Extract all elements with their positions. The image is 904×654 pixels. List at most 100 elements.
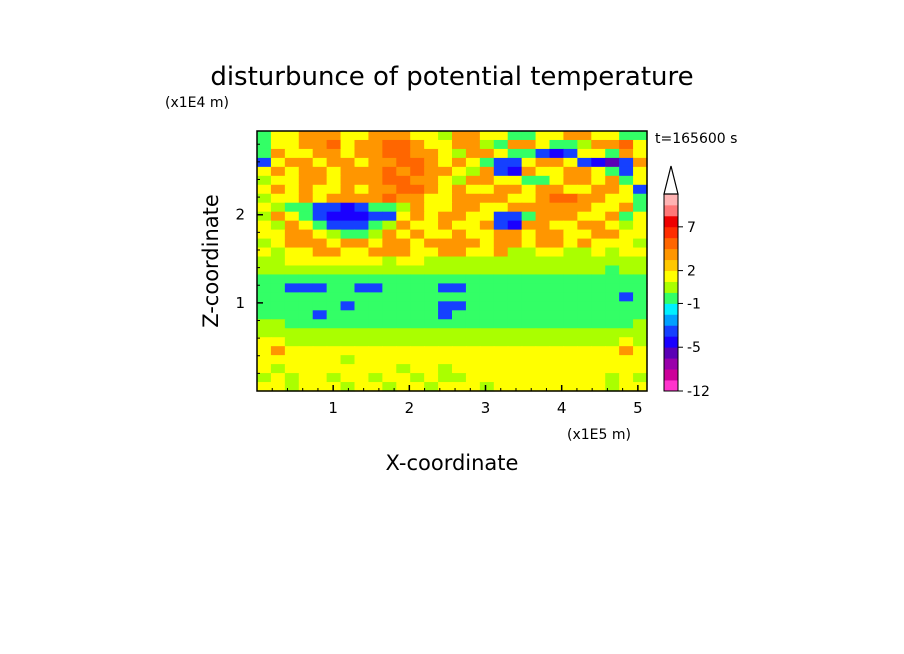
field-cell <box>298 256 314 267</box>
field-cell <box>396 220 411 231</box>
field-cell <box>257 346 272 356</box>
field-cell <box>452 337 467 347</box>
field-cell <box>535 202 551 213</box>
field-cell <box>535 310 551 320</box>
field-cell <box>354 131 370 141</box>
field-cell <box>257 274 272 285</box>
field-cell <box>633 139 648 150</box>
field-cell <box>591 382 606 392</box>
field-cell <box>465 247 481 258</box>
field-cell <box>619 202 634 213</box>
field-cell <box>591 346 606 356</box>
field-cell <box>340 157 356 168</box>
field-cell <box>605 211 620 222</box>
field-cell <box>438 211 453 222</box>
field-cell <box>270 346 286 356</box>
field-cell <box>298 310 314 320</box>
field-cell <box>521 346 537 356</box>
field-cell <box>257 193 272 204</box>
field-cell <box>424 193 439 204</box>
field-cell <box>577 310 592 320</box>
field-cell <box>479 175 495 186</box>
field-cell <box>312 238 328 249</box>
field-cell <box>396 256 411 267</box>
field-cell <box>368 139 383 150</box>
field-cell <box>438 310 453 320</box>
field-cell <box>577 355 592 365</box>
field-cell <box>284 319 300 329</box>
field-cell <box>452 301 467 311</box>
field-cell <box>270 292 286 302</box>
field-cell <box>479 193 495 204</box>
colorbar-tick-label: -1 <box>687 296 701 312</box>
field-cell <box>521 382 537 392</box>
field-cell <box>354 139 370 150</box>
field-cell <box>424 301 439 311</box>
colorbar-extend-arrow <box>663 165 679 195</box>
field-cell <box>605 139 620 150</box>
field-cell <box>493 229 509 240</box>
field-cell <box>382 319 397 329</box>
field-cell <box>368 157 383 168</box>
field-cell <box>424 202 439 213</box>
field-cell <box>535 139 551 150</box>
field-cell <box>298 355 314 365</box>
field-cell <box>591 166 606 177</box>
field-cell <box>326 139 342 150</box>
field-cell <box>605 166 620 177</box>
field-cell <box>382 337 397 347</box>
field-cell <box>521 166 537 177</box>
field-cell <box>410 131 425 141</box>
field-cell <box>368 256 383 267</box>
field-cell <box>396 166 411 177</box>
field-cell <box>479 373 495 383</box>
field-cell <box>298 328 314 338</box>
field-cell <box>270 131 286 141</box>
field-cell <box>382 373 397 383</box>
colorbar-tick-label: 7 <box>687 220 696 236</box>
field-cell <box>438 157 453 168</box>
field-cell <box>438 265 453 276</box>
field-cell <box>605 310 620 320</box>
colorbar-band <box>664 303 678 315</box>
field-cell <box>410 139 425 150</box>
field-cell <box>312 346 328 356</box>
field-cell <box>368 292 383 302</box>
field-cell <box>633 148 648 159</box>
field-cell <box>633 247 648 258</box>
field-cell <box>340 310 356 320</box>
field-cell <box>340 166 356 177</box>
field-cell <box>340 337 356 347</box>
field-cell <box>284 265 300 276</box>
field-cell <box>507 175 523 186</box>
field-cell <box>549 184 565 195</box>
field-cell <box>438 319 453 329</box>
y-scale-label: (x1E4 m) <box>165 95 229 111</box>
field-cell <box>284 256 300 267</box>
field-cell <box>605 292 620 302</box>
field-cell <box>549 238 565 249</box>
colorbar-band <box>664 248 678 261</box>
field-cell <box>591 211 606 222</box>
field-cell <box>410 292 425 302</box>
field-cell <box>633 256 648 267</box>
field-cell <box>507 193 523 204</box>
field-cell <box>577 283 592 293</box>
field-cell <box>535 193 551 204</box>
field-cell <box>257 184 272 195</box>
field-cell <box>326 211 342 222</box>
field-cell <box>382 202 397 213</box>
field-cell <box>507 337 523 347</box>
field-cell <box>312 202 328 213</box>
field-cell <box>438 139 453 150</box>
field-cell <box>382 211 397 222</box>
field-cell <box>368 193 383 204</box>
colorbar: -12-5-127 <box>663 165 710 400</box>
field-cell <box>521 256 537 267</box>
field-cell <box>312 319 328 329</box>
field-cell <box>605 131 620 141</box>
field-cell <box>354 301 370 311</box>
field-cell <box>424 175 439 186</box>
field-cell <box>535 346 551 356</box>
field-cell <box>521 274 537 285</box>
